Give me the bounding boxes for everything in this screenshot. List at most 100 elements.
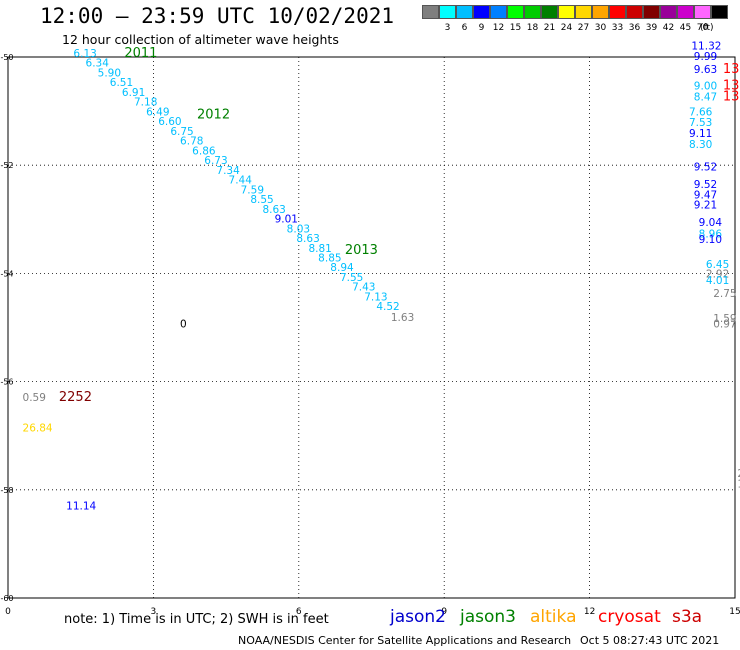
legend-tick-label: 12 xyxy=(492,23,505,33)
legend-swatch xyxy=(507,5,524,19)
wave-height-label: 9.21 xyxy=(694,199,717,211)
wave-height-label: 26.84 xyxy=(23,422,53,434)
satellite-label-altika: altika xyxy=(530,607,577,627)
legend-swatch xyxy=(490,5,507,19)
legend-swatch xyxy=(660,5,677,19)
legend-swatch xyxy=(439,5,456,19)
wave-height-label: 7.53 xyxy=(689,117,712,129)
y-tick-label: -50 xyxy=(0,53,13,62)
y-tick-label: -52 xyxy=(0,161,13,170)
legend-tick-label: 21 xyxy=(543,23,556,33)
wave-height-label: 6.86 xyxy=(192,145,216,157)
legend-swatch xyxy=(456,5,473,19)
wave-height-label: 8.94 xyxy=(330,262,354,274)
wave-height-label: 0.97 xyxy=(713,319,736,331)
wave-height-label: 1.59 xyxy=(713,313,736,325)
wave-height-label: 7.59 xyxy=(241,184,264,196)
legend-swatch xyxy=(592,5,609,19)
legend-unit: (ft) xyxy=(700,23,714,33)
x-tick-label: 15 xyxy=(729,607,740,617)
x-tick-label: 6 xyxy=(296,607,302,617)
wave-height-label: 9.52 xyxy=(694,179,717,191)
legend-tick-label: 9 xyxy=(478,23,485,33)
wave-height-label: 4.52 xyxy=(376,301,399,313)
wave-height-label: 9.63 xyxy=(694,64,717,76)
wave-height-label: 6.78 xyxy=(180,136,203,148)
legend-swatch xyxy=(711,5,728,19)
wave-height-label: 8.81 xyxy=(308,243,331,255)
legend-swatch xyxy=(677,5,694,19)
wave-height-label: 7.55 xyxy=(340,272,363,284)
wave-height-label: 8.30 xyxy=(689,139,712,151)
wave-height-label: 8.96 xyxy=(699,229,723,241)
track-id-label: 1316 xyxy=(723,78,740,93)
wave-height-label: 0 xyxy=(180,319,187,331)
wave-height-label: 8.47 xyxy=(694,91,717,103)
legend-swatch xyxy=(541,5,558,19)
wave-height-label: 9.47 xyxy=(694,190,717,202)
x-tick-label: 3 xyxy=(151,607,157,617)
wave-height-label: 8.03 xyxy=(287,223,310,235)
page-subtitle: 12 hour collection of altimeter wave hei… xyxy=(62,32,339,47)
legend-swatch xyxy=(422,5,439,19)
y-tick-label: -58 xyxy=(0,486,13,495)
legend-tick-label: 70 xyxy=(696,23,709,33)
wave-height-label: 6.13 xyxy=(73,48,96,60)
x-tick-label: 0 xyxy=(5,607,11,617)
timestamp: Oct 5 08:27:43 UTC 2021 xyxy=(580,634,720,647)
legend-tick-label: 18 xyxy=(526,23,539,33)
wave-height-label: 6.34 xyxy=(86,58,110,70)
wave-height-label: 7.66 xyxy=(689,106,713,118)
track-id-label: 1316 xyxy=(723,62,740,77)
footnote: note: 1) Time is in UTC; 2) SWH is in fe… xyxy=(64,612,329,627)
wave-height-label: 7.13 xyxy=(364,291,387,303)
satellite-label-cryosat: cryosat xyxy=(598,607,661,627)
legend-tick-label: 36 xyxy=(628,23,641,33)
x-tick-label: 12 xyxy=(584,607,595,617)
wave-height-label: 7.44 xyxy=(229,175,253,187)
credit-line: NOAA/NESDIS Center for Satellite Applica… xyxy=(238,634,572,647)
wave-height-label: 9.10 xyxy=(699,234,722,246)
wave-height-label: 1 xyxy=(737,479,740,491)
satellite-label-s3a: s3a xyxy=(672,607,703,627)
legend-tick-label: 30 xyxy=(594,23,607,33)
wave-height-label: 2. xyxy=(737,468,740,480)
wave-height-label: 5.90 xyxy=(98,67,121,79)
legend-tick-label: 39 xyxy=(645,23,658,33)
y-tick-label: -60 xyxy=(0,594,13,603)
wave-height-label: 9.99 xyxy=(694,51,717,63)
wave-height-label: 6.73 xyxy=(204,155,227,167)
wave-height-label: 8.63 xyxy=(296,233,319,245)
map-frame xyxy=(7,56,736,599)
satellite-label-jason3: jason3 xyxy=(460,607,516,627)
x-tick-label: 9 xyxy=(441,607,447,617)
wave-height-label: 4.01 xyxy=(706,275,729,287)
wave-height-label: 9.52 xyxy=(694,162,717,174)
wave-height-label: 6.45 xyxy=(706,259,729,271)
track-id-label: 2011 xyxy=(124,46,157,61)
wave-height-label: 8.63 xyxy=(262,204,285,216)
wave-height-label: 2.92 xyxy=(706,269,729,281)
wave-height-label: 9.04 xyxy=(699,217,723,229)
wave-height-label: 7.34 xyxy=(216,165,240,177)
legend-swatch xyxy=(524,5,541,19)
satellite-label-jason2: jason2 xyxy=(390,607,446,627)
legend-tick-label: 42 xyxy=(662,23,675,33)
wave-height-label: 8.85 xyxy=(318,252,341,264)
wave-height-label: 11.32 xyxy=(691,40,721,52)
legend-tick-label: 33 xyxy=(611,23,624,33)
legend-swatch xyxy=(558,5,575,19)
wave-height-label: 9.01 xyxy=(275,214,298,226)
wave-height-label: 8.55 xyxy=(250,194,273,206)
legend-swatch xyxy=(609,5,626,19)
wave-height-label: 6.51 xyxy=(110,77,133,89)
wave-height-label: 6.75 xyxy=(170,126,193,138)
wave-height-label: 7.43 xyxy=(352,282,375,294)
track-id-label: 1316 xyxy=(723,89,740,104)
wave-height-label: 9.00 xyxy=(694,80,717,92)
wave-height-label: 1.63 xyxy=(391,312,414,324)
legend-tick-label: 6 xyxy=(461,23,468,33)
wave-height-label: 9.11 xyxy=(689,128,712,140)
legend-swatch xyxy=(473,5,490,19)
